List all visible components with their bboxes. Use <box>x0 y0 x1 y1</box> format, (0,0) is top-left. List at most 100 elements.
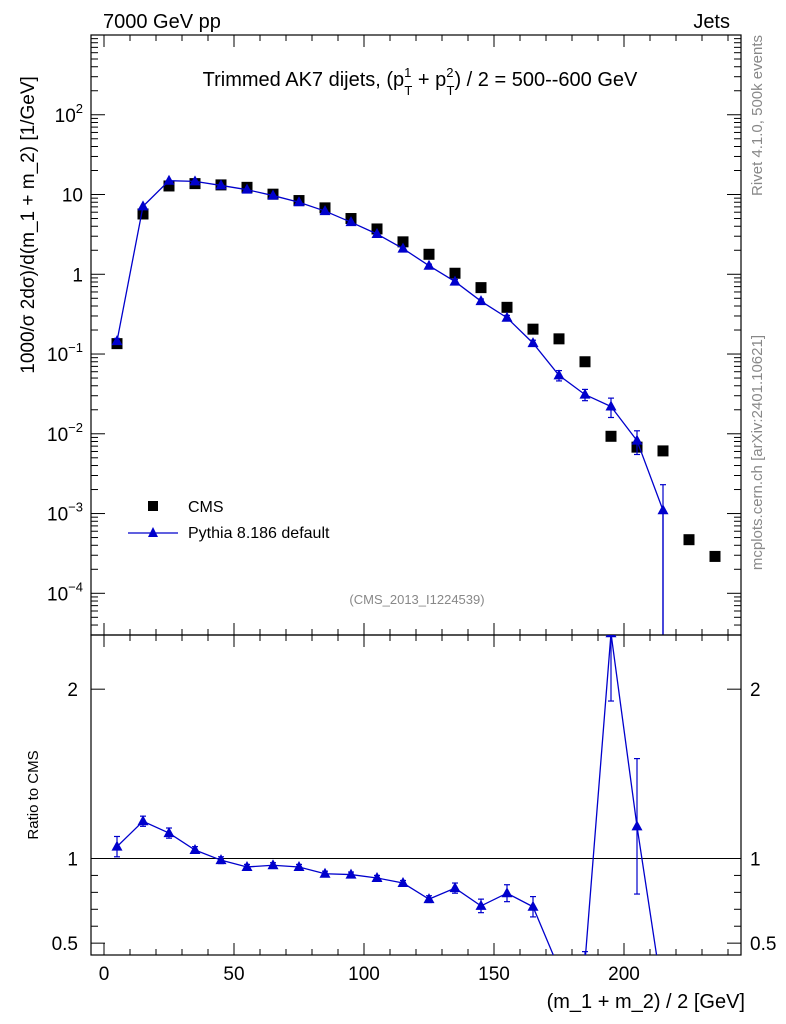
ratio-data-point <box>449 882 461 893</box>
x-axis-label: (m_1 + m_2) / 2 [GeV] <box>547 991 745 1013</box>
pythia-data-point <box>657 504 669 515</box>
tick-exponent: −1 <box>68 340 83 355</box>
ratio-y-tick-label: 1 <box>67 849 78 870</box>
ratio-line <box>116 635 658 955</box>
legend: CMS Pythia 8.186 default <box>128 499 330 542</box>
ratio-data-point <box>111 840 123 851</box>
main-y-tick-label: 10−3 <box>47 500 83 526</box>
pythia-data-point <box>163 174 175 185</box>
tick-exponent: −2 <box>68 420 83 435</box>
ratio-data-point <box>163 827 175 838</box>
pythia-data-point <box>111 335 123 346</box>
legend-marker-cms <box>148 501 158 511</box>
main-plot-title: Trimmed AK7 dijets, (p1 T + p2 T) / 2 = 50… <box>203 65 638 98</box>
legend-label-pythia: Pythia 8.186 default <box>188 525 330 542</box>
x-tick-label: 150 <box>478 964 510 985</box>
pythia-data-point <box>371 227 383 238</box>
ratio-data-point <box>631 820 643 831</box>
ratio-data-point <box>319 867 331 878</box>
collision-label: 7000 GeV pp <box>103 11 221 33</box>
ratio-data-point <box>423 893 435 904</box>
main-plot-frame <box>90 34 742 636</box>
ratio-data-point <box>189 844 201 855</box>
pythia-data-point <box>267 189 279 200</box>
pythia-data-point <box>397 242 409 253</box>
main-y-tick-label: 10−1 <box>47 340 83 366</box>
tick-base: 10 <box>47 345 68 366</box>
main-y-tick-label: 10−2 <box>47 420 83 446</box>
ratio-data-point <box>397 877 409 888</box>
pythia-data-point <box>345 216 357 227</box>
pythia-data-point <box>319 205 331 216</box>
title-part: ) / 2 = 500--600 GeV <box>454 69 638 91</box>
tick-exponent: −4 <box>68 579 83 594</box>
tick-exponent: −3 <box>68 500 83 515</box>
cms-data-point <box>423 248 435 260</box>
ratio-data-point <box>371 871 383 882</box>
main-y-tick-label: 10 <box>62 186 83 207</box>
tick-base: 10 <box>47 584 68 605</box>
analysis-watermark: (CMS_2013_I1224539) <box>349 592 484 607</box>
ratio-y-axis-label: Ratio to CMS <box>25 750 42 839</box>
cms-data-point <box>449 267 461 279</box>
ratio-data-point <box>345 868 357 879</box>
ratio-y-tick-label-right: 1 <box>750 849 761 870</box>
tick-base: 10 <box>55 106 76 127</box>
title-part: Trimmed AK7 dijets, (p <box>203 69 405 91</box>
ratio-data-point <box>293 860 305 871</box>
x-tick-label: 0 <box>99 964 110 985</box>
ratio-data-point <box>215 854 227 865</box>
main-y-tick-label: 10−4 <box>47 579 83 605</box>
cms-data-point <box>709 550 721 562</box>
title-part: + p <box>412 69 446 91</box>
main-plot-data <box>111 174 721 635</box>
pythia-data-point <box>241 183 253 194</box>
pythia-data-point <box>579 388 591 399</box>
pythia-line <box>116 180 664 635</box>
title-part: T <box>404 83 412 98</box>
cms-data-point <box>527 323 539 335</box>
tick-base: 10 <box>47 425 68 446</box>
pythia-data-point <box>605 400 617 411</box>
pythia-data-point <box>293 196 305 207</box>
ratio-plot: 0 50 100 150 200 0.5 0.5 1 1 2 2 Ratio to CMS (m_1… <box>25 634 776 1013</box>
cms-data-point <box>397 236 409 248</box>
ratio-data-point <box>475 899 487 910</box>
pythia-data-point <box>423 259 435 270</box>
ratio-data-point <box>137 815 149 826</box>
title-part: T <box>447 83 455 98</box>
category-label: Jets <box>693 11 730 33</box>
main-y-tick-label: 1 <box>72 265 83 286</box>
legend-label-cms: CMS <box>188 499 224 516</box>
ratio-data-point <box>605 635 617 638</box>
ratio-data-point <box>501 887 513 898</box>
ratio-plot-frame <box>90 634 742 956</box>
pythia-data-point <box>189 175 201 186</box>
ratio-data-point <box>527 900 539 911</box>
pythia-data-point <box>553 369 565 380</box>
tick-exponent: 2 <box>76 101 83 116</box>
main-y-axis-label: 1000/σ 2dσ)/d(m_1 + m_2) [1/GeV] <box>18 76 39 374</box>
pythia-data-point <box>137 200 149 211</box>
rivet-version-label: Rivet 4.1.0, 500k events <box>749 35 766 196</box>
cms-data-point <box>137 208 149 220</box>
x-tick-label: 100 <box>348 964 380 985</box>
ratio-y-tick-label: 2 <box>67 680 78 701</box>
ratio-y-tick-label-right: 0.5 <box>750 934 776 955</box>
main-y-tick-label: 102 <box>55 101 83 127</box>
ratio-data-point <box>267 859 279 870</box>
cms-data-point <box>683 534 695 546</box>
pythia-data-point <box>527 337 539 348</box>
x-tick-label: 50 <box>223 964 244 985</box>
cms-data-point <box>657 445 669 457</box>
cms-data-point <box>579 356 591 368</box>
pythia-data-point <box>631 434 643 445</box>
pythia-data-point <box>501 311 513 322</box>
cms-data-point <box>553 333 565 345</box>
ratio-plot-data <box>111 635 658 955</box>
cms-data-point <box>605 430 617 442</box>
ratio-plot-ticks: 0 50 100 150 200 0.5 0.5 1 1 2 2 <box>52 635 776 985</box>
ratio-y-tick-label: 0.5 <box>52 934 78 955</box>
